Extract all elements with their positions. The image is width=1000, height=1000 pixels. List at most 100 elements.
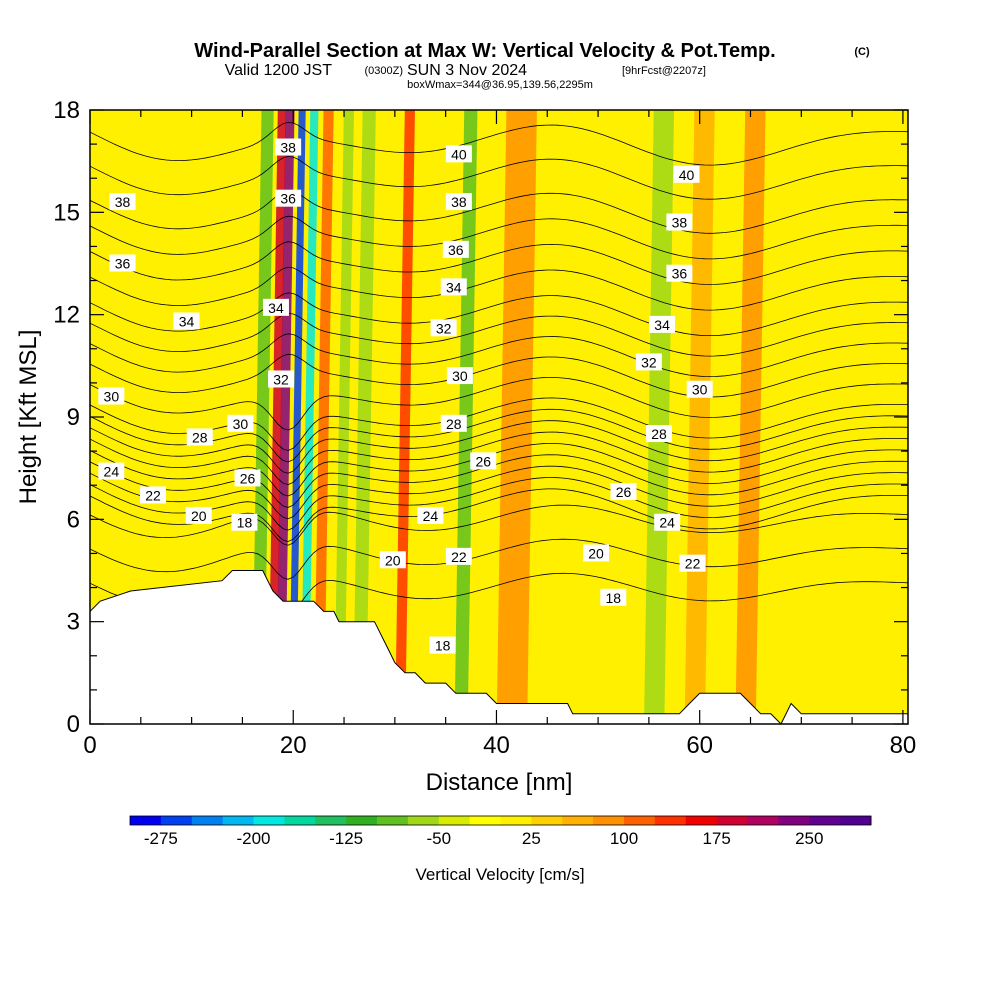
colorbar-tick-label: 100: [610, 829, 638, 848]
contour-label-7: 38: [109, 193, 136, 211]
colorbar-swatch: [469, 816, 502, 825]
velocity-band-3: [300, 110, 319, 724]
theta-contour-24: [90, 454, 908, 508]
theta-contour-35: [90, 266, 908, 311]
contour-label-text: 20: [588, 545, 604, 561]
contour-label-29: 36: [666, 264, 693, 282]
y-tick-label: 9: [67, 404, 80, 431]
y-tick-label: 3: [67, 609, 80, 636]
contour-label-text: 30: [104, 389, 120, 405]
colorbar-swatch: [840, 816, 872, 825]
colorbar-swatch: [531, 816, 563, 825]
colorbar-swatch: [716, 816, 749, 825]
theta-contours: [90, 121, 908, 614]
contour-label-19: 32: [430, 319, 457, 337]
contour-label-text: 26: [475, 453, 491, 469]
theta-contour-28: [90, 408, 908, 463]
colorbar-tick-label: -275: [144, 829, 178, 848]
theta-contour-37: [90, 215, 908, 260]
box-wmax: boxWmax=344@36.95,139.56,2295m: [407, 79, 593, 91]
valid-prefix: Valid 1200 JST: [225, 62, 333, 79]
colorbar-swatch: [778, 816, 810, 825]
contour-label-text: 24: [104, 464, 120, 480]
valid-time-line: Valid 1200 JST (0300Z) SUN 3 Nov 2024 [9…: [225, 62, 706, 79]
theta-contour-19: [90, 538, 908, 580]
colorbar-label: Vertical Velocity [cm/s]: [415, 865, 584, 884]
contour-label-text: 26: [616, 484, 632, 500]
y-tick-label: 0: [67, 711, 80, 738]
y-tick-label: 15: [53, 199, 80, 226]
velocity-band-8: [395, 110, 415, 724]
contour-label-20: 30: [446, 367, 473, 385]
y-axis-label: Height [Kft MSL]: [15, 330, 42, 505]
colorbar-swatch: [407, 816, 440, 825]
contour-label-22: 26: [470, 452, 497, 470]
contour-label-3: 32: [268, 370, 295, 388]
contour-label-text: 24: [659, 515, 675, 531]
contour-label-text: 18: [237, 515, 253, 531]
contour-label-text: 32: [273, 371, 289, 387]
colorbar-swatch: [438, 816, 471, 825]
contour-label-text: 38: [672, 215, 688, 231]
theta-contour-30: [90, 377, 908, 431]
valid-zulu: (0300Z): [364, 65, 403, 77]
theta-contour-38: [90, 190, 908, 234]
theta-contour-27: [90, 420, 908, 474]
contour-label-9: 34: [173, 312, 200, 330]
contour-label-13: 22: [140, 486, 167, 504]
colorbar-swatch: [593, 816, 625, 825]
contour-label-30: 34: [649, 315, 676, 333]
x-tick-label: 40: [483, 732, 510, 759]
y-tick-label: 12: [53, 302, 80, 329]
colorbar-swatch: [685, 816, 718, 825]
contour-label-text: 18: [606, 590, 622, 606]
colorbar-tick-label: -50: [426, 829, 451, 848]
contour-label-text: 28: [446, 416, 462, 432]
colorbar-tick-label: -200: [236, 829, 270, 848]
contour-label-33: 28: [646, 425, 673, 443]
colorbar-swatch: [222, 816, 255, 825]
contour-label-32: 30: [686, 380, 713, 398]
theta-contour-22: [90, 477, 908, 531]
contour-label-text: 38: [115, 194, 131, 210]
y-tick-label: 18: [53, 97, 80, 124]
theta-contour-39: [90, 156, 908, 200]
contour-label-21: 28: [440, 414, 467, 432]
contour-label-text: 28: [651, 426, 667, 442]
velocity-band-2: [288, 110, 306, 724]
theta-contour-36: [90, 241, 908, 285]
contour-label-4: 30: [227, 414, 254, 432]
colorbar-swatch: [346, 816, 378, 825]
theta-contour-31: [90, 353, 908, 398]
contour-label-text: 24: [423, 508, 439, 524]
contour-label-26: 18: [429, 636, 456, 654]
contour-label-15: 40: [445, 145, 472, 163]
contour-label-text: 32: [641, 354, 657, 370]
contour-label-2: 34: [262, 298, 289, 316]
colorbar-swatch: [562, 816, 594, 825]
theta-contour-26: [90, 431, 908, 486]
theta-contour-23: [90, 465, 908, 520]
contour-label-31: 32: [635, 353, 662, 371]
chart-title: Wind-Parallel Section at Max W: Vertical…: [194, 40, 775, 62]
colorbar-tick-label: 250: [795, 829, 823, 848]
colorbar: -275 -200 -125 -50 25 100 175 250: [129, 815, 872, 848]
colorbar-tick-label: -125: [329, 829, 363, 848]
colorbar-swatch: [130, 816, 162, 825]
contour-label-text: 30: [692, 382, 708, 398]
terrain: [90, 570, 908, 724]
contour-label-text: 34: [179, 313, 195, 329]
contour-label-text: 18: [435, 638, 451, 654]
contour-label-text: 20: [191, 508, 207, 524]
contour-label-text: 30: [452, 368, 468, 384]
colorbar-swatch: [160, 816, 193, 825]
colorbar-tick-label: 25: [522, 829, 541, 848]
colorbar-swatch: [747, 816, 779, 825]
contour-label-11: 28: [186, 428, 213, 446]
contour-label-27: 40: [673, 165, 700, 183]
theta-contour-21: [90, 488, 908, 542]
contour-label-17: 36: [442, 240, 469, 258]
contour-label-34: 26: [610, 483, 637, 501]
theta-contour-32: [90, 333, 908, 378]
